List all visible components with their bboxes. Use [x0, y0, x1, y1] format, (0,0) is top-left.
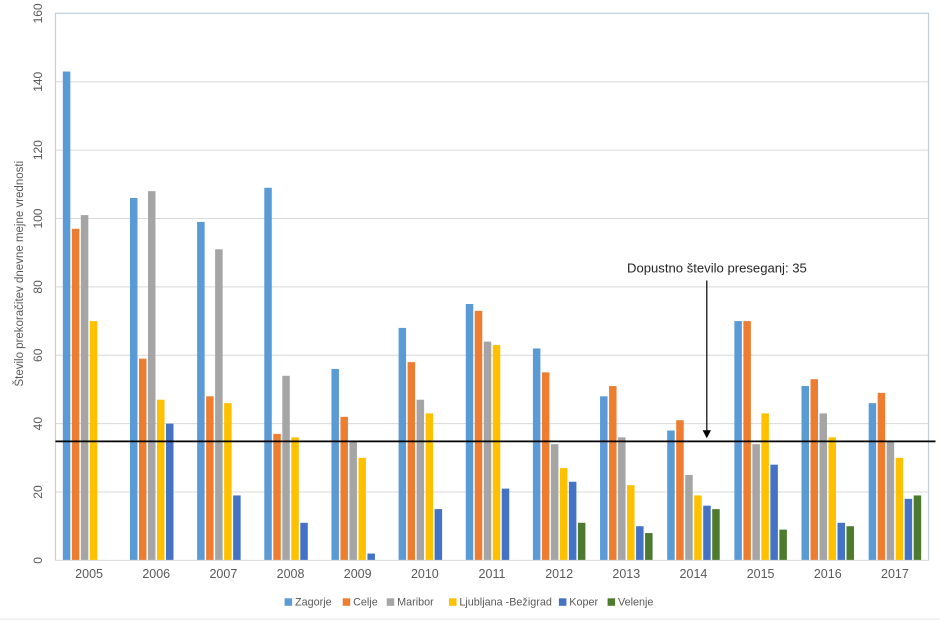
- svg-text:140: 140: [31, 71, 45, 91]
- svg-text:2011: 2011: [479, 567, 506, 581]
- svg-text:2005: 2005: [75, 567, 103, 581]
- svg-text:2009: 2009: [344, 567, 372, 581]
- svg-text:2013: 2013: [612, 567, 640, 581]
- svg-text:80: 80: [31, 280, 45, 294]
- svg-text:160: 160: [31, 3, 45, 23]
- svg-text:Koper: Koper: [569, 596, 598, 608]
- svg-text:Zagorje: Zagorje: [295, 596, 332, 608]
- svg-text:Velenje: Velenje: [618, 596, 653, 608]
- svg-text:20: 20: [31, 485, 45, 499]
- svg-text:2014: 2014: [680, 567, 708, 581]
- svg-text:Dopustno število preseganj: 35: Dopustno število preseganj: 35: [627, 260, 807, 275]
- svg-text:Maribor: Maribor: [397, 596, 434, 608]
- svg-text:Število prekoračitev dnevne me: Število prekoračitev dnevne mejne vredno…: [13, 161, 26, 387]
- svg-text:40: 40: [31, 417, 45, 431]
- svg-text:2007: 2007: [209, 567, 237, 581]
- svg-text:2006: 2006: [142, 567, 170, 581]
- svg-text:0: 0: [31, 557, 45, 564]
- svg-text:2015: 2015: [747, 567, 775, 581]
- svg-text:120: 120: [31, 140, 45, 160]
- svg-text:Ljubljana -Bežigrad: Ljubljana -Bežigrad: [459, 596, 551, 608]
- svg-text:2012: 2012: [545, 567, 573, 581]
- svg-text:2008: 2008: [277, 567, 305, 581]
- svg-text:2017: 2017: [881, 567, 909, 581]
- svg-text:Celje: Celje: [353, 596, 378, 608]
- svg-text:2016: 2016: [814, 567, 842, 581]
- svg-text:2010: 2010: [411, 567, 439, 581]
- svg-text:100: 100: [31, 208, 45, 228]
- svg-text:60: 60: [31, 348, 45, 362]
